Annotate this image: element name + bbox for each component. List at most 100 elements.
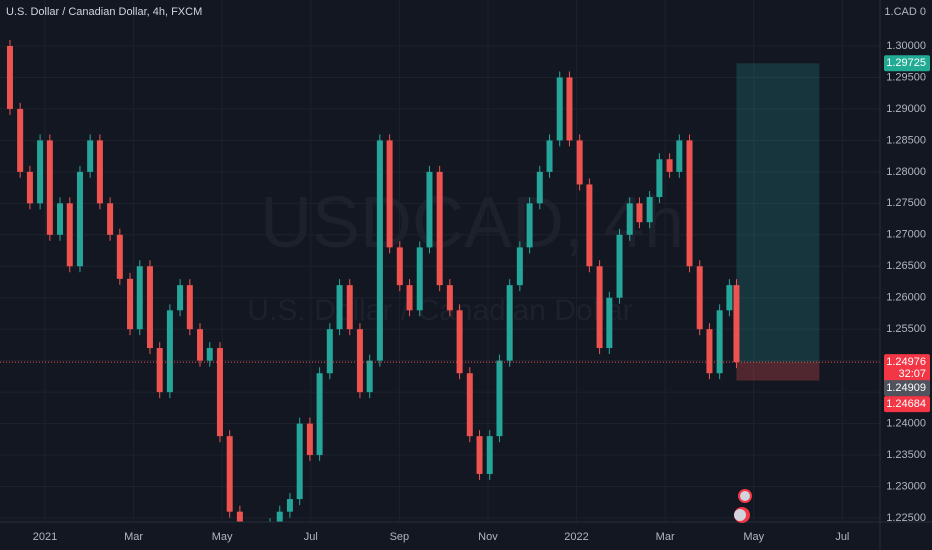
x-tick-label: Jul [835, 531, 849, 543]
y-tick-label: 1.23000 [886, 480, 926, 492]
candle [546, 140, 553, 172]
axes: 1.225001.230001.235001.240001.245001.250… [33, 40, 930, 543]
candle [596, 266, 603, 349]
watermark-sub: U.S. Dollar / Canadian Dollar [247, 294, 632, 327]
candle [186, 285, 193, 330]
candle [96, 140, 103, 204]
event-icons[interactable] [734, 489, 752, 523]
candle [526, 203, 533, 248]
y-tick-label: 1.29000 [886, 103, 926, 115]
x-tick-label: Jul [304, 531, 318, 543]
candle [466, 373, 473, 437]
currency-label[interactable]: 1.CAD 0 [884, 6, 926, 18]
loss-zone [736, 362, 820, 381]
candle [686, 140, 693, 267]
profit-zone [736, 63, 820, 363]
candle [696, 266, 703, 330]
symbol-title[interactable]: U.S. Dollar / Canadian Dollar, 4h, FXCM [6, 6, 202, 18]
stop-label-box [884, 396, 930, 413]
candle [116, 234, 123, 279]
candle [566, 77, 573, 141]
y-tick-label: 1.27000 [886, 229, 926, 241]
candle [706, 329, 713, 374]
entry-label: 1.24976 [886, 356, 926, 368]
candle [136, 266, 143, 330]
candle [296, 423, 303, 500]
y-tick-label: 1.23500 [886, 449, 926, 461]
candle [216, 348, 223, 437]
candle [197, 329, 204, 361]
candle [316, 373, 323, 456]
candle [276, 511, 283, 522]
candle [146, 266, 153, 349]
candle [66, 203, 73, 267]
candle [26, 171, 33, 204]
countdown: 32:07 [898, 368, 926, 380]
candle [286, 499, 293, 512]
candle [306, 423, 313, 456]
x-tick-label: Mar [124, 531, 143, 543]
candle [406, 285, 413, 311]
y-tick-label: 1.30000 [886, 40, 926, 52]
candle [57, 203, 64, 235]
candle [666, 159, 673, 172]
candle [676, 140, 683, 172]
candle [156, 348, 163, 393]
stop-label: 1.24684 [886, 398, 926, 410]
candle [336, 285, 343, 330]
candle [733, 285, 740, 363]
y-tick-label: 1.28000 [886, 166, 926, 178]
candle [366, 360, 373, 393]
target-label: 1.29725 [886, 57, 926, 69]
candle [37, 140, 44, 204]
candle [6, 46, 13, 109]
y-tick-label: 1.26000 [886, 292, 926, 304]
candle [396, 247, 403, 286]
candle [656, 159, 663, 198]
candle [107, 203, 114, 235]
candle [166, 310, 173, 393]
candle [326, 329, 333, 374]
y-tick-label: 1.29500 [886, 71, 926, 83]
x-tick-label: 2022 [564, 531, 588, 543]
candle [206, 348, 213, 361]
candle [386, 140, 393, 248]
candle [486, 436, 493, 474]
plot [0, 40, 880, 522]
candle [426, 171, 433, 248]
candle [636, 203, 643, 223]
candle [356, 329, 363, 393]
candle [226, 436, 233, 512]
x-tick-label: May [743, 531, 764, 543]
candle [17, 108, 24, 172]
candle [87, 140, 94, 172]
candle [506, 285, 513, 361]
candle [177, 285, 184, 311]
candle [626, 203, 633, 235]
candle [46, 140, 53, 235]
candle [416, 247, 423, 311]
y-tick-label: 1.26500 [886, 260, 926, 272]
y-tick-label: 1.24000 [886, 417, 926, 429]
candle [606, 297, 613, 349]
candle [516, 247, 523, 286]
candle [376, 140, 383, 361]
y-tick-label: 1.25500 [886, 323, 926, 335]
candle [436, 171, 443, 286]
candle [127, 278, 134, 330]
x-tick-label: Mar [656, 531, 675, 543]
x-tick-label: Nov [478, 531, 498, 543]
candle [496, 360, 503, 437]
candle [586, 184, 593, 267]
candle [446, 285, 453, 311]
candle [456, 310, 463, 374]
candle [716, 310, 723, 374]
candle [536, 171, 543, 204]
candle [616, 234, 623, 298]
candle [476, 436, 483, 474]
candle [726, 285, 733, 311]
x-tick-label: 2021 [33, 531, 57, 543]
